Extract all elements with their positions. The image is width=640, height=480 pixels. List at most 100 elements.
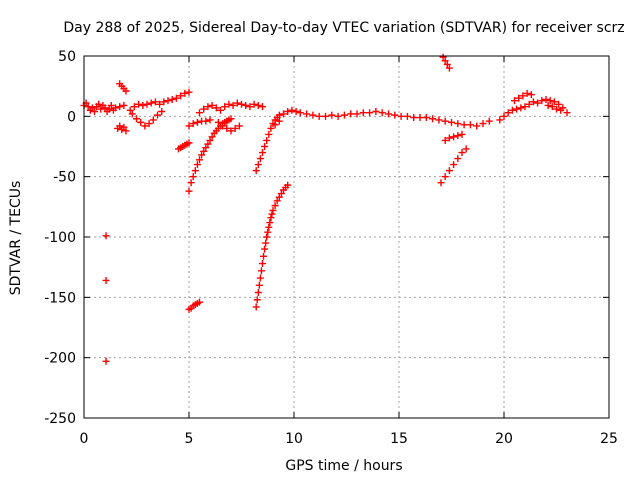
data-point — [445, 64, 453, 72]
data-point — [229, 101, 237, 109]
data-point — [120, 101, 128, 109]
data-point — [366, 109, 374, 117]
y-tick-label: 0 — [67, 109, 76, 125]
data-point — [441, 57, 449, 65]
data-point — [397, 112, 405, 120]
y-tick-label: -250 — [44, 411, 76, 427]
data-point — [95, 100, 103, 108]
data-point — [513, 105, 521, 113]
data-point — [191, 167, 199, 175]
data-point — [340, 111, 348, 119]
data-point — [208, 133, 216, 141]
data-point — [263, 233, 271, 241]
data-point — [277, 190, 285, 198]
data-point — [328, 111, 336, 119]
data-point — [120, 123, 128, 131]
data-point — [441, 136, 449, 144]
data-point — [242, 101, 250, 109]
data-point — [139, 101, 147, 109]
data-point — [164, 97, 172, 105]
x-tick-label: 20 — [495, 431, 513, 447]
data-point — [196, 109, 203, 117]
data-point — [231, 124, 239, 132]
data-point — [259, 103, 266, 111]
data-point — [445, 167, 453, 175]
data-point — [347, 110, 355, 118]
data-point — [525, 100, 533, 108]
data-point — [200, 105, 208, 113]
data-point — [259, 260, 266, 268]
data-point — [416, 114, 424, 122]
data-point — [403, 112, 411, 120]
data-point — [126, 106, 134, 114]
data-point — [271, 121, 279, 129]
data-point — [271, 202, 279, 210]
data-point — [435, 116, 443, 124]
data-point — [275, 117, 283, 125]
data-point — [458, 130, 466, 138]
data-point — [102, 357, 110, 365]
data-point — [292, 108, 300, 116]
data-point — [288, 106, 296, 114]
data-point — [185, 187, 193, 195]
data-point — [137, 118, 145, 126]
data-point — [385, 110, 392, 118]
data-point — [135, 100, 143, 108]
data-point — [97, 105, 105, 113]
data-point — [154, 111, 161, 119]
data-point — [454, 132, 462, 140]
data-point — [187, 179, 195, 187]
data-point — [193, 161, 201, 169]
data-point — [557, 106, 565, 114]
data-point — [91, 108, 98, 116]
data-point — [172, 94, 180, 102]
data-point — [151, 98, 159, 106]
data-point — [378, 109, 386, 117]
data-point — [359, 109, 367, 117]
data-point — [227, 115, 235, 123]
data-point — [256, 155, 264, 163]
data-point — [86, 106, 94, 114]
data-point — [181, 89, 189, 97]
data-point — [429, 115, 437, 123]
data-point — [273, 197, 281, 205]
data-point — [275, 111, 283, 119]
data-point — [450, 133, 458, 141]
data-point — [252, 167, 260, 175]
data-point — [268, 210, 276, 218]
data-point — [500, 112, 508, 120]
data-point — [130, 103, 138, 111]
data-point — [256, 274, 264, 282]
data-point — [441, 117, 449, 125]
data-point — [410, 114, 418, 122]
data-point — [284, 181, 292, 189]
data-point — [391, 111, 399, 119]
data-point — [227, 127, 235, 135]
data-point — [454, 120, 462, 128]
data-point — [353, 110, 361, 118]
data-point — [141, 122, 149, 130]
data-point — [160, 98, 168, 106]
data-point — [185, 122, 193, 130]
data-point — [168, 95, 176, 103]
data-point — [315, 112, 323, 120]
data-point — [204, 103, 212, 111]
data-point — [206, 116, 214, 124]
data-point — [246, 103, 254, 111]
data-point — [462, 145, 470, 153]
data-point — [257, 267, 265, 275]
data-point — [147, 99, 155, 107]
data-point — [275, 193, 283, 201]
data-point — [529, 98, 537, 106]
data-point — [422, 114, 430, 122]
data-point — [122, 127, 130, 135]
data-point — [267, 124, 275, 132]
data-point — [264, 228, 272, 236]
x-tick-label: 0 — [80, 431, 89, 447]
y-tick-label: -150 — [44, 290, 76, 306]
data-point — [102, 232, 110, 240]
data-point — [454, 155, 462, 163]
data-point — [221, 103, 229, 111]
